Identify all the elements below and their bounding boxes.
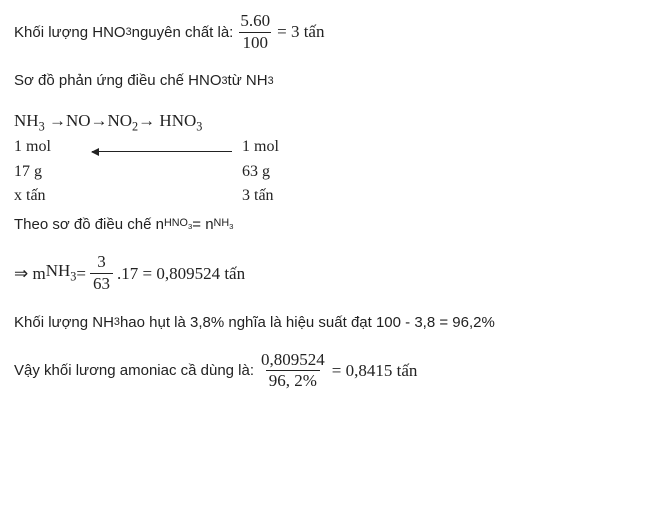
sub: 3 <box>196 120 202 134</box>
line-efficiency: Khối lượng NH3 hao hụt là 3,8% nghĩa là … <box>14 312 636 333</box>
text: hao hụt là 3,8% nghĩa là hiệu suất đạt 1… <box>120 312 495 333</box>
text: Vậy khối lương amoniac cầ dùng là: <box>14 360 254 381</box>
cell: 1 mol <box>242 135 312 159</box>
cell: 17 g <box>14 160 92 184</box>
line-final-answer: Vậy khối lương amoniac cầ dùng là: 0,809… <box>14 351 636 391</box>
cell: x tấn <box>14 184 92 208</box>
fraction: 5.60 100 <box>237 12 273 52</box>
fraction: 3 63 <box>90 253 113 293</box>
line-mass-hno3: Khối lượng HNO3 nguyên chất là: 5.60 100… <box>14 12 636 52</box>
text: Khối lượng HNO <box>14 22 126 43</box>
line-mole-equality: Theo sơ đồ điều chế nHNO3 = nNH3 <box>14 214 636 235</box>
eq-part: → HNO <box>138 111 196 130</box>
numerator: 3 <box>94 253 109 273</box>
line-mass-nh3-calc: ⇒ mNH3 = 3 63 .17 = 0,809524 tấn <box>14 253 636 293</box>
sub: NH3 <box>46 271 77 276</box>
numerator: 0,809524 <box>258 351 328 371</box>
table-row: 17 g 63 g <box>14 160 312 184</box>
stoich-table: 1 mol 1 mol 17 g 63 g x tấn 3 tấn <box>14 135 312 208</box>
eq-part: →NO→NO <box>45 111 132 130</box>
sub: NH3 <box>214 223 234 227</box>
back-arrow-cell <box>92 135 242 159</box>
text: nguyên chất là: <box>132 22 234 43</box>
cell: 1 mol <box>14 135 92 159</box>
text: = <box>76 262 86 286</box>
cell: 63 g <box>242 160 312 184</box>
text: từ NH <box>228 70 268 91</box>
line-scheme-intro: Sơ đồ phản ứng điều chế HNO3 từ NH3 <box>14 70 636 91</box>
left-arrow-icon <box>92 151 232 152</box>
table-row: x tấn 3 tấn <box>14 184 312 208</box>
denominator: 63 <box>90 273 113 294</box>
text: = 3 tấn <box>277 20 324 44</box>
numerator: 5.60 <box>237 12 273 32</box>
cell: 3 tấn <box>242 184 312 208</box>
text: Sơ đồ phản ứng điều chế HNO <box>14 70 222 91</box>
reaction-equation: NH3 →NO→NO2→ HNO3 <box>14 109 636 133</box>
table-row: 1 mol 1 mol <box>14 135 312 159</box>
text: = 0,8415 tấn <box>332 359 418 383</box>
text: Theo sơ đồ điều chế n <box>14 214 164 235</box>
text: = n <box>192 214 213 235</box>
fraction: 0,809524 96, 2% <box>258 351 328 391</box>
sub: HNO3 <box>164 223 192 227</box>
text: .17 = 0,809524 tấn <box>117 262 245 286</box>
text: Khối lượng NH <box>14 312 114 333</box>
eq-part: NH <box>14 111 39 130</box>
denominator: 96, 2% <box>266 370 320 391</box>
denominator: 100 <box>239 32 271 53</box>
text: ⇒ m <box>14 262 46 286</box>
